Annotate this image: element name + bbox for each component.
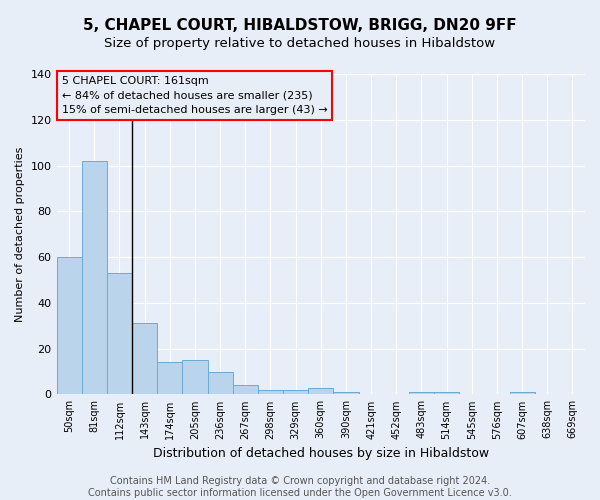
Bar	[157, 362, 182, 394]
Bar	[334, 392, 359, 394]
Bar	[283, 390, 308, 394]
Bar	[258, 390, 283, 394]
Bar	[132, 324, 157, 394]
Bar	[182, 360, 208, 394]
Bar	[107, 273, 132, 394]
Y-axis label: Number of detached properties: Number of detached properties	[15, 146, 25, 322]
Text: Contains HM Land Registry data © Crown copyright and database right 2024.
Contai: Contains HM Land Registry data © Crown c…	[88, 476, 512, 498]
X-axis label: Distribution of detached houses by size in Hibaldstow: Distribution of detached houses by size …	[153, 447, 489, 460]
Bar	[56, 257, 82, 394]
Bar	[82, 161, 107, 394]
Bar	[434, 392, 459, 394]
Bar	[409, 392, 434, 394]
Bar	[208, 372, 233, 394]
Bar	[233, 386, 258, 394]
Text: Size of property relative to detached houses in Hibaldstow: Size of property relative to detached ho…	[104, 38, 496, 51]
Bar	[308, 388, 334, 394]
Text: 5, CHAPEL COURT, HIBALDSTOW, BRIGG, DN20 9FF: 5, CHAPEL COURT, HIBALDSTOW, BRIGG, DN20…	[83, 18, 517, 32]
Text: 5 CHAPEL COURT: 161sqm
← 84% of detached houses are smaller (235)
15% of semi-de: 5 CHAPEL COURT: 161sqm ← 84% of detached…	[62, 76, 328, 115]
Bar	[509, 392, 535, 394]
